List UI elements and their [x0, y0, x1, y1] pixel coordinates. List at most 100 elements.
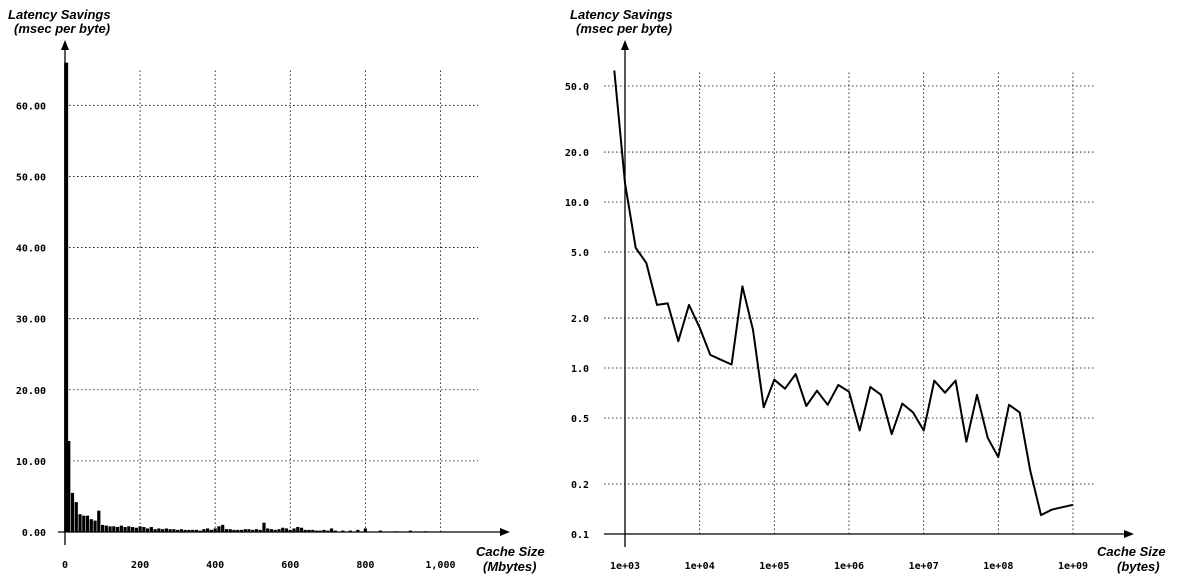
left-bar: [202, 529, 206, 532]
left-y-axis-arrow: [61, 40, 69, 50]
left-x-tick-label: 600: [281, 560, 299, 571]
left-bar: [232, 529, 236, 532]
left-y-tick-labels: 0.00 10.00 20.00 30.00 40.00 50.00 60.00: [16, 101, 46, 539]
left-bar: [130, 527, 135, 532]
right-y-axis-title-line1: Latency Savings: [570, 7, 673, 22]
right-series-line: [613, 70, 1074, 517]
left-bar: [326, 530, 330, 532]
left-bar: [138, 526, 142, 532]
left-bar: [277, 529, 281, 532]
right-y-axis-arrow: [621, 40, 629, 50]
right-gridlines: [604, 70, 1095, 534]
left-bar: [303, 529, 307, 532]
left-bar: [206, 528, 210, 532]
left-bars: [64, 62, 428, 533]
right-x-tick-label: 1e+04: [685, 561, 715, 572]
left-bar: [281, 527, 285, 532]
left-bar: [176, 529, 180, 532]
left-bar: [127, 526, 131, 532]
left-bar: [228, 529, 232, 532]
left-bar: [115, 527, 120, 532]
right-x-axis-title-line1: Cache Size: [1097, 544, 1166, 559]
right-x-tick-labels: 1e+03 1e+04 1e+05 1e+06 1e+07 1e+08 1e+09: [610, 561, 1088, 572]
left-bar: [217, 526, 221, 532]
left-x-tick-label: 400: [206, 560, 224, 571]
left-bar: [164, 528, 168, 532]
left-bar: [273, 529, 277, 532]
left-bar: [299, 527, 304, 532]
left-bar: [149, 527, 153, 532]
right-y-tick-label: 5.0: [571, 248, 589, 259]
left-y-tick-label: 0.00: [22, 528, 46, 539]
left-bar: [153, 529, 157, 532]
left-y-tick-label: 10.00: [16, 457, 46, 468]
left-bar: [82, 515, 86, 532]
right-y-tick-label: 0.2: [571, 480, 589, 491]
left-bar: [85, 515, 90, 532]
left-bar: [112, 526, 116, 532]
left-bar: [307, 529, 311, 532]
left-bar: [363, 528, 367, 532]
left-bar: [168, 529, 172, 532]
left-bar: [239, 529, 244, 532]
right-x-tick-label: 1e+06: [834, 561, 864, 572]
left-bar: [97, 510, 101, 532]
left-bar: [254, 529, 259, 532]
left-bar: [64, 62, 69, 533]
left-bar: [247, 529, 251, 532]
left-bar: [221, 524, 225, 532]
right-y-tick-label: 0.5: [571, 414, 589, 425]
left-x-axis-arrow: [500, 528, 510, 536]
left-y-tick-label: 30.00: [16, 315, 46, 326]
left-bar: [262, 522, 266, 532]
left-y-tick-label: 50.00: [16, 172, 46, 183]
right-y-axis-title-line2: (msec per byte): [576, 21, 672, 36]
right-x-tick-label: 1e+08: [983, 561, 1013, 572]
left-bar: [356, 529, 360, 532]
left-chart: 0 200 400 600 800 1,000 0.00 10.00 20.00 30.00 40…: [8, 7, 545, 574]
left-bar: [333, 530, 337, 532]
left-bar: [172, 529, 176, 532]
left-y-tick-label: 40.00: [16, 244, 46, 255]
right-x-tick-label: 1e+05: [759, 561, 789, 572]
right-x-axis-arrow: [1124, 530, 1134, 538]
left-x-tick-label: 800: [356, 560, 374, 571]
left-bar: [157, 528, 161, 532]
left-x-tick-label: 1,000: [425, 560, 455, 571]
left-bar: [266, 528, 270, 532]
left-x-axis-title-line2: (Mbytes): [483, 559, 536, 574]
left-bar: [134, 527, 138, 532]
left-bar: [74, 502, 78, 532]
right-x-tick-label: 1e+09: [1058, 561, 1088, 572]
right-chart: 1e+03 1e+04 1e+05 1e+06 1e+07 1e+08 1e+09 0.10…: [565, 7, 1166, 574]
left-bar: [284, 528, 289, 532]
left-bar: [243, 529, 247, 532]
left-bar: [322, 529, 326, 532]
left-bar: [119, 525, 123, 532]
left-bar: [78, 514, 82, 532]
left-bar: [224, 529, 229, 532]
left-bar: [292, 528, 296, 532]
left-bar: [108, 526, 112, 532]
left-bar: [213, 528, 217, 532]
left-bar: [348, 530, 352, 532]
left-bar: [198, 530, 202, 532]
right-y-tick-labels: 0.1 0.2 0.5 1.0 2.0 5.0 10.0 20.0 50.0: [565, 82, 589, 541]
right-x-tick-label: 1e+03: [610, 561, 640, 572]
left-bar: [104, 525, 108, 532]
left-bar: [161, 529, 165, 532]
left-bar: [314, 530, 319, 532]
left-x-tick-label: 0: [62, 560, 68, 571]
left-bar: [93, 520, 97, 532]
left-y-tick-label: 60.00: [16, 101, 46, 112]
left-bar: [258, 529, 262, 532]
left-bar: [179, 529, 183, 532]
right-x-axis-title-line2: (bytes): [1117, 559, 1160, 574]
left-bar: [341, 530, 345, 532]
left-bar: [329, 528, 334, 532]
left-bar: [408, 530, 413, 532]
left-bar: [209, 529, 214, 532]
left-bar: [89, 519, 93, 532]
left-gridlines: [65, 68, 478, 532]
left-bar: [183, 529, 187, 532]
